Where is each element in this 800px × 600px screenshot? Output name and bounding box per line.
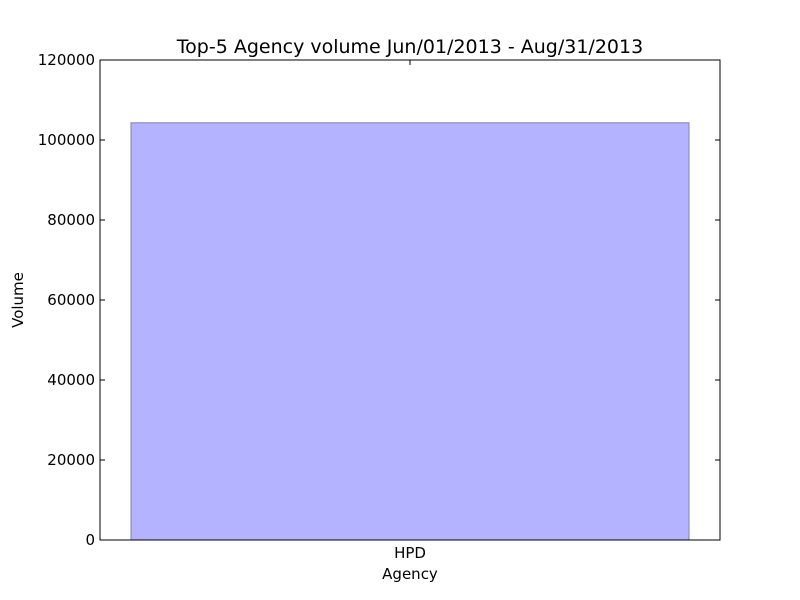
y-tick-label: 80000 bbox=[47, 211, 95, 229]
y-tick-label: 20000 bbox=[47, 451, 95, 469]
y-axis-ticks: 0 20000 40000 60000 80000 100000 120000 bbox=[38, 51, 720, 549]
y-tick-label: 40000 bbox=[47, 371, 95, 389]
y-axis-label: Volume bbox=[9, 272, 27, 328]
x-tick-label: HPD bbox=[394, 544, 426, 562]
bars-group bbox=[130, 122, 690, 541]
bar-hpd bbox=[130, 122, 690, 541]
chart-title: Top-5 Agency volume Jun/01/2013 - Aug/31… bbox=[176, 36, 643, 58]
y-tick-label: 120000 bbox=[38, 51, 95, 69]
y-tick-label: 60000 bbox=[47, 291, 95, 309]
x-axis-label: Agency bbox=[382, 565, 438, 583]
plot-area-frame bbox=[99, 59, 721, 541]
y-tick-label: 0 bbox=[85, 531, 95, 549]
y-tick-label: 100000 bbox=[38, 131, 95, 149]
